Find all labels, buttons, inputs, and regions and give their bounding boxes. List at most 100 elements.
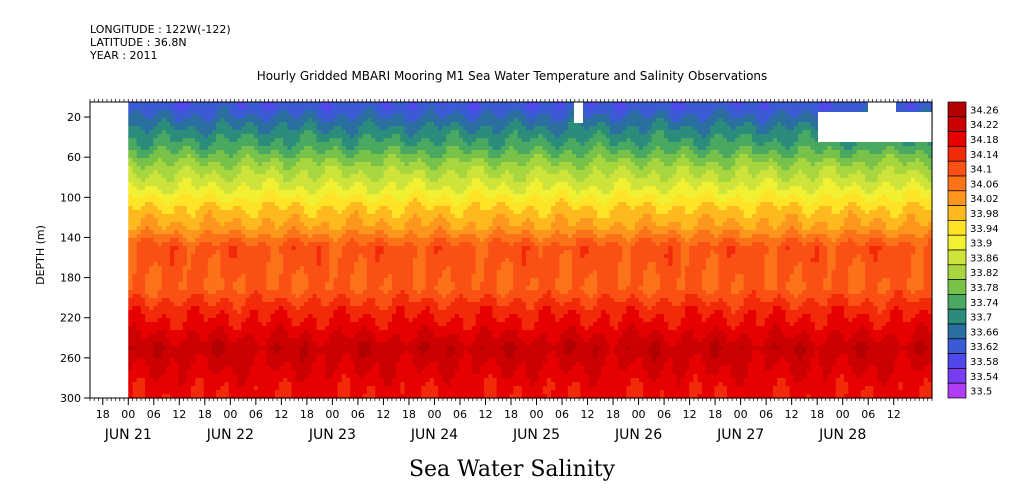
heatmap-cell: [145, 362, 150, 367]
heatmap-cell: [237, 270, 242, 275]
heatmap-cell: [341, 386, 347, 391]
heatmap-cell: [216, 302, 221, 307]
heatmap-cell: [358, 370, 364, 375]
heatmap-cell: [278, 218, 284, 223]
heatmap-cell: [278, 186, 284, 191]
heatmap-cell: [345, 274, 351, 279]
heatmap-cell: [354, 166, 360, 171]
heatmap-cell: [291, 302, 297, 307]
heatmap-cell: [266, 222, 272, 227]
heatmap-cell: [186, 262, 192, 267]
heatmap-cell: [278, 254, 284, 259]
heatmap-cell: [325, 110, 330, 115]
heatmap-cell: [295, 346, 301, 351]
heatmap-cell: [178, 314, 184, 319]
heatmap-cell: [153, 382, 159, 387]
heatmap-cell: [249, 146, 255, 151]
heatmap-cell: [128, 198, 134, 203]
heatmap-cell: [358, 118, 364, 123]
heatmap-cell: [258, 182, 263, 187]
heatmap-cell: [358, 130, 364, 135]
heatmap-cell: [345, 322, 351, 327]
heatmap-cell: [287, 298, 293, 303]
heatmap-cell: [170, 350, 175, 355]
heatmap-cell: [245, 130, 251, 135]
heatmap-cell: [308, 354, 314, 359]
heatmap-cell: [392, 138, 397, 143]
heatmap-cell: [333, 142, 339, 147]
heatmap-cell: [371, 350, 376, 355]
heatmap-cell: [237, 258, 242, 263]
heatmap-cell: [224, 314, 230, 319]
heatmap-cell: [316, 186, 322, 191]
heatmap-cell: [195, 202, 201, 207]
heatmap-cell: [341, 266, 347, 271]
heatmap-cell: [220, 278, 226, 283]
heatmap-cell: [329, 382, 334, 387]
heatmap-cell: [224, 338, 230, 343]
heatmap-cell: [299, 250, 305, 255]
heatmap-cell: [182, 222, 188, 227]
heatmap-cell: [333, 274, 339, 279]
heatmap-cell: [178, 230, 184, 235]
heatmap-cell: [186, 342, 192, 347]
heatmap-cell: [291, 230, 297, 235]
heatmap-cell: [362, 394, 368, 399]
heatmap-cell: [366, 294, 372, 299]
heatmap-cell: [387, 154, 393, 159]
heatmap-cell: [291, 214, 297, 219]
heatmap-cell: [329, 358, 334, 363]
heatmap-cell: [354, 342, 360, 347]
heatmap-cell: [270, 318, 276, 323]
heatmap-cell: [283, 214, 288, 219]
heatmap-cell: [392, 354, 397, 359]
heatmap-cell: [308, 210, 314, 215]
heatmap-cell: [408, 154, 414, 159]
heatmap-cell: [220, 258, 226, 263]
heatmap-cell: [149, 374, 154, 379]
heatmap-cell: [253, 194, 259, 199]
heatmap-cell: [295, 234, 301, 239]
heatmap-cell: [224, 130, 230, 135]
heatmap-cell: [266, 270, 272, 275]
heatmap-cell: [136, 150, 142, 155]
heatmap-cell: [136, 154, 142, 159]
heatmap-cell: [354, 238, 360, 243]
heatmap-cell: [262, 274, 268, 279]
heatmap-cell: [153, 342, 159, 347]
heatmap-cell: [383, 230, 389, 235]
heatmap-cell: [329, 106, 334, 111]
heatmap-cell: [161, 382, 167, 387]
heatmap-cell: [270, 138, 276, 143]
heatmap-cell: [262, 310, 268, 315]
heatmap-cell: [211, 138, 217, 143]
heatmap-cell: [237, 102, 242, 107]
heatmap-cell: [262, 154, 268, 159]
heatmap-cell: [316, 106, 322, 111]
heatmap-cell: [308, 198, 314, 203]
heatmap-cell: [128, 354, 134, 359]
heatmap-cell: [396, 182, 401, 187]
heatmap-cell: [316, 342, 322, 347]
heatmap-cell: [232, 386, 238, 391]
heatmap-cell: [132, 378, 138, 383]
heatmap-cell: [237, 386, 242, 391]
heatmap-cell: [195, 334, 201, 339]
heatmap-cell: [400, 258, 406, 263]
heatmap-cell: [232, 114, 238, 119]
heatmap-cell: [266, 134, 272, 139]
heatmap-cell: [312, 102, 318, 107]
heatmap-cell: [232, 314, 238, 319]
heatmap-cell: [153, 270, 159, 275]
heatmap-cell: [237, 330, 242, 335]
heatmap-cell: [291, 234, 297, 239]
heatmap-cell: [375, 318, 381, 323]
heatmap-cell: [320, 202, 326, 207]
heatmap-cell: [366, 154, 372, 159]
heatmap-cell: [379, 314, 385, 319]
heatmap-cell: [329, 350, 334, 355]
heatmap-cell: [145, 218, 150, 223]
heatmap-cell: [224, 166, 230, 171]
heatmap-cell: [392, 250, 397, 255]
heatmap-cell: [161, 118, 167, 123]
